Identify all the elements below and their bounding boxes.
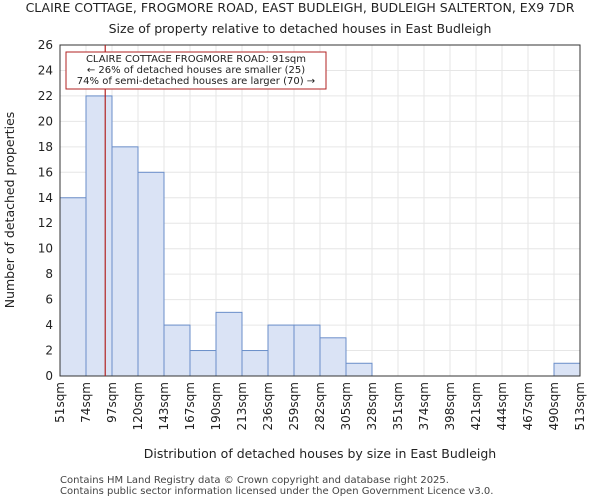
x-tick-143sqm: 143sqm bbox=[157, 382, 171, 430]
chart-title: CLAIRE COTTAGE, FROGMORE ROAD, EAST BUDL… bbox=[26, 0, 575, 15]
y-tick-22: 22 bbox=[38, 89, 53, 103]
x-tick-444sqm: 444sqm bbox=[495, 382, 509, 430]
y-tick-2: 2 bbox=[45, 344, 53, 358]
bar-143sqm bbox=[163, 324, 191, 377]
x-tick-398sqm: 398sqm bbox=[443, 382, 457, 430]
annotation-line-3: 74% of semi-detached houses are larger (… bbox=[77, 76, 315, 87]
y-tick-8: 8 bbox=[45, 267, 53, 281]
y-tick-6: 6 bbox=[45, 293, 53, 307]
bar-236sqm bbox=[267, 324, 295, 377]
annotation-frame bbox=[65, 51, 327, 90]
x-tick-74sqm: 74sqm bbox=[79, 382, 93, 423]
y-tick-12: 12 bbox=[38, 216, 53, 230]
bar-305sqm bbox=[345, 362, 373, 377]
bar-74sqm bbox=[85, 95, 113, 377]
y-tick-14: 14 bbox=[38, 191, 53, 205]
x-tick-167sqm: 167sqm bbox=[183, 382, 197, 430]
y-tick-10: 10 bbox=[38, 242, 53, 256]
x-tick-51sqm: 51sqm bbox=[53, 382, 67, 423]
x-tick-282sqm: 282sqm bbox=[313, 382, 327, 430]
x-tick-213sqm: 213sqm bbox=[235, 382, 249, 430]
x-tick-490sqm: 490sqm bbox=[547, 382, 561, 430]
bars bbox=[59, 95, 581, 377]
footer-line-1: Contains HM Land Registry data © Crown c… bbox=[60, 475, 449, 486]
bar-259sqm bbox=[293, 324, 321, 377]
x-tick-259sqm: 259sqm bbox=[287, 382, 301, 430]
annotation-box: CLAIRE COTTAGE FROGMORE ROAD: 91sqm ← 26… bbox=[65, 51, 327, 90]
bar-490sqm bbox=[553, 362, 581, 377]
x-tick-374sqm: 374sqm bbox=[417, 382, 431, 430]
y-tick-24: 24 bbox=[38, 63, 53, 77]
annotation-line-1: CLAIRE COTTAGE FROGMORE ROAD: 91sqm bbox=[86, 54, 306, 65]
x-tick-120sqm: 120sqm bbox=[131, 382, 145, 430]
bar-97sqm bbox=[111, 146, 139, 377]
footer-line-2: Contains public sector information licen… bbox=[60, 486, 493, 497]
chart-subtitle: Size of property relative to detached ho… bbox=[109, 21, 492, 36]
x-tick-421sqm: 421sqm bbox=[469, 382, 483, 430]
bar-190sqm bbox=[215, 311, 243, 377]
x-tick-513sqm: 513sqm bbox=[573, 382, 587, 430]
y-tick-26: 26 bbox=[38, 38, 53, 52]
y-tick-0: 0 bbox=[45, 369, 53, 383]
x-axis-label: Distribution of detached houses by size … bbox=[144, 446, 496, 461]
x-tick-97sqm: 97sqm bbox=[105, 382, 119, 423]
x-tick-467sqm: 467sqm bbox=[521, 382, 535, 430]
bar-120sqm bbox=[137, 171, 165, 377]
y-tick-16: 16 bbox=[38, 165, 53, 179]
y-axis-label: Number of detached properties bbox=[2, 112, 17, 309]
bar-282sqm bbox=[319, 337, 347, 377]
annotation-line-2: ← 26% of detached houses are smaller (25… bbox=[87, 65, 305, 76]
plot-frame bbox=[59, 44, 581, 377]
bar-51sqm bbox=[59, 197, 87, 377]
x-tick-351sqm: 351sqm bbox=[391, 382, 405, 430]
bar-167sqm bbox=[189, 350, 217, 377]
y-tick-4: 4 bbox=[45, 318, 53, 332]
x-tick-190sqm: 190sqm bbox=[209, 382, 223, 430]
x-tick-labels: 51sqm 74sqm 97sqm 120sqm 143sqm 167sqm 190sqm 2… bbox=[53, 382, 587, 430]
x-tick-305sqm: 305sqm bbox=[339, 382, 353, 430]
y-tick-18: 18 bbox=[38, 140, 53, 154]
x-tick-328sqm: 328sqm bbox=[365, 382, 379, 430]
y-tick-20: 20 bbox=[38, 114, 53, 128]
bar-213sqm bbox=[241, 350, 269, 377]
x-tick-236sqm: 236sqm bbox=[261, 382, 275, 430]
